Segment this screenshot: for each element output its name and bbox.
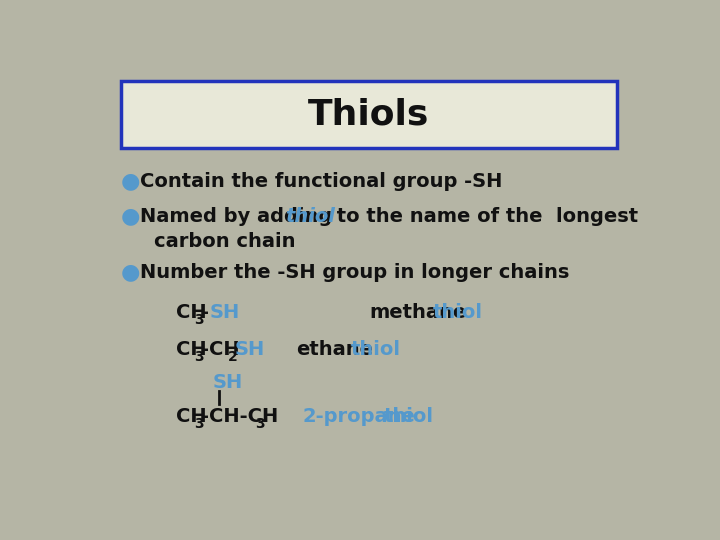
- FancyBboxPatch shape: [121, 82, 617, 148]
- Text: thiol: thiol: [351, 340, 401, 359]
- Text: ●: ●: [121, 171, 140, 191]
- Text: CH: CH: [176, 340, 207, 359]
- Text: CH: CH: [176, 303, 207, 322]
- Text: methane: methane: [369, 303, 467, 322]
- Text: to the name of the  longest: to the name of the longest: [330, 207, 638, 226]
- Text: -CH: -CH: [201, 340, 240, 359]
- Text: 3: 3: [194, 417, 204, 430]
- Text: thiol: thiol: [285, 207, 335, 226]
- Text: ethane: ethane: [297, 340, 374, 359]
- Text: carbon chain: carbon chain: [154, 232, 296, 251]
- Text: thiol: thiol: [384, 407, 433, 426]
- Text: SH: SH: [213, 373, 243, 393]
- Text: Thiols: Thiols: [308, 98, 430, 132]
- Text: 2-propane: 2-propane: [302, 407, 415, 426]
- Text: SH: SH: [235, 340, 265, 359]
- Text: Named by adding: Named by adding: [140, 207, 339, 226]
- Text: SH: SH: [210, 303, 240, 322]
- Text: Number the -SH group in longer chains: Number the -SH group in longer chains: [140, 263, 570, 282]
- Text: ●: ●: [121, 207, 140, 227]
- Text: 3: 3: [194, 313, 204, 327]
- Text: 2: 2: [228, 350, 238, 364]
- Text: thiol: thiol: [432, 303, 482, 322]
- Text: 3: 3: [256, 417, 265, 430]
- Text: -: -: [201, 303, 209, 322]
- Text: Contain the functional group -SH: Contain the functional group -SH: [140, 172, 503, 191]
- Text: -CH-CH: -CH-CH: [201, 407, 279, 426]
- Text: CH: CH: [176, 407, 207, 426]
- Text: 3: 3: [194, 350, 204, 364]
- Text: ●: ●: [121, 262, 140, 283]
